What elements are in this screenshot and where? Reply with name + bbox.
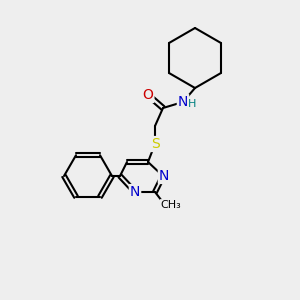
Text: H: H bbox=[188, 99, 196, 109]
Text: O: O bbox=[142, 88, 153, 102]
Text: S: S bbox=[151, 137, 159, 151]
Text: N: N bbox=[178, 95, 188, 109]
Text: N: N bbox=[159, 169, 169, 183]
Text: N: N bbox=[130, 185, 140, 199]
Text: CH₃: CH₃ bbox=[160, 200, 182, 210]
